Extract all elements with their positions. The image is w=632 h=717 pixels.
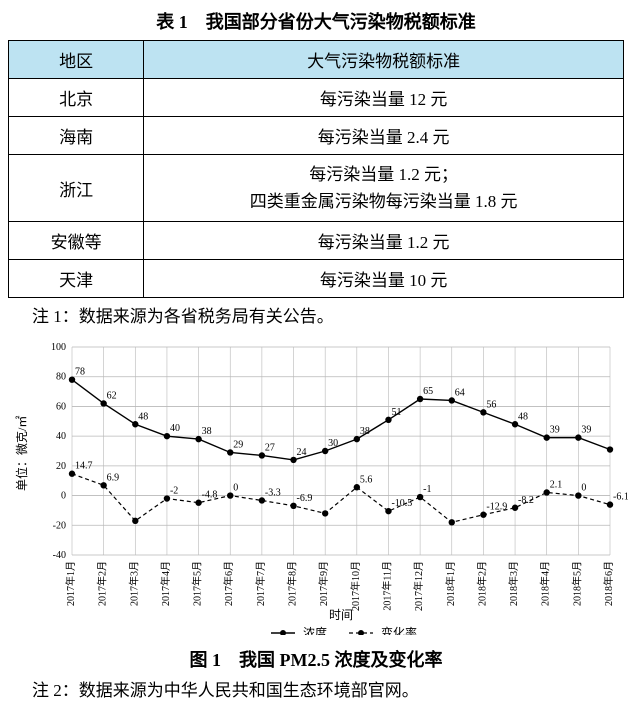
svg-text:-10.5: -10.5: [391, 499, 412, 510]
tax-table: 地区 大气污染物税额标准 北京每污染当量 12 元海南每污染当量 2.4 元浙江…: [8, 40, 624, 298]
table-row: 天津每污染当量 10 元: [9, 260, 624, 298]
table-row: 北京每污染当量 12 元: [9, 79, 624, 117]
svg-text:2017年6月: 2017年6月: [222, 561, 235, 606]
svg-text:2017年9月: 2017年9月: [317, 561, 330, 606]
note-2: 注 2：数据来源为中华人民共和国生态环境部官网。: [8, 676, 624, 701]
svg-text:48: 48: [518, 412, 528, 423]
svg-text:-4.8: -4.8: [202, 490, 218, 501]
svg-text:48: 48: [138, 412, 148, 423]
cell-region: 浙江: [9, 155, 144, 222]
svg-text:40: 40: [170, 424, 180, 435]
table-row: 安徽等每污染当量 1.2 元: [9, 222, 624, 260]
svg-text:2018年2月: 2018年2月: [475, 561, 488, 606]
svg-text:浓度: 浓度: [303, 625, 327, 635]
svg-text:24: 24: [297, 447, 307, 458]
svg-text:-2: -2: [170, 486, 178, 497]
svg-text:2.1: 2.1: [550, 480, 563, 491]
svg-text:2017年8月: 2017年8月: [286, 561, 299, 606]
svg-text:62: 62: [107, 391, 117, 402]
svg-text:变化率: 变化率: [381, 625, 417, 635]
cell-region: 海南: [9, 117, 144, 155]
svg-text:64: 64: [455, 388, 465, 399]
table-row: 浙江每污染当量 1.2 元；四类重金属污染物每污染当量 1.8 元: [9, 155, 624, 222]
svg-text:65: 65: [423, 386, 433, 397]
svg-text:2017年2月: 2017年2月: [96, 561, 109, 606]
svg-text:0: 0: [233, 483, 238, 494]
cell-standard: 每污染当量 12 元: [144, 79, 624, 117]
figure-title: 图 1 我国 PM2.5 浓度及变化率: [8, 646, 624, 672]
svg-text:78: 78: [75, 367, 85, 378]
cell-standard: 每污染当量 2.4 元: [144, 117, 624, 155]
svg-text:2017年7月: 2017年7月: [254, 561, 267, 606]
col-header-region: 地区: [9, 41, 144, 79]
svg-text:2017年11月: 2017年11月: [380, 561, 393, 611]
svg-text:0: 0: [581, 483, 586, 494]
table-row: 海南每污染当量 2.4 元: [9, 117, 624, 155]
svg-text:80: 80: [56, 372, 66, 383]
svg-text:-8.2: -8.2: [518, 495, 534, 506]
svg-text:40: 40: [56, 432, 66, 443]
cell-standard: 每污染当量 10 元: [144, 260, 624, 298]
svg-text:时间: 时间: [329, 608, 353, 622]
svg-text:-6.9: -6.9: [297, 493, 313, 504]
cell-standard: 每污染当量 1.2 元；四类重金属污染物每污染当量 1.8 元: [144, 155, 624, 222]
svg-text:2017年3月: 2017年3月: [127, 561, 140, 606]
col-header-standard: 大气污染物税额标准: [144, 41, 624, 79]
svg-text:-40: -40: [53, 550, 66, 561]
svg-text:60: 60: [56, 402, 66, 413]
svg-text:56: 56: [486, 400, 496, 411]
svg-text:14.7: 14.7: [75, 461, 93, 472]
svg-text:2017年10月: 2017年10月: [349, 561, 362, 611]
svg-text:38: 38: [202, 426, 212, 437]
svg-text:2018年3月: 2018年3月: [507, 561, 520, 606]
svg-text:20: 20: [56, 461, 66, 472]
svg-text:-6.1: -6.1: [613, 492, 628, 503]
svg-text:6.9: 6.9: [107, 473, 120, 484]
svg-text:38: 38: [360, 426, 370, 437]
svg-text:51: 51: [391, 407, 401, 418]
svg-text:-1: -1: [423, 484, 431, 495]
svg-text:0: 0: [61, 491, 66, 502]
svg-text:27: 27: [265, 443, 275, 454]
svg-text:29: 29: [233, 440, 243, 451]
svg-text:2018年4月: 2018年4月: [539, 561, 552, 606]
svg-text:-20: -20: [53, 521, 66, 532]
svg-text:39: 39: [550, 425, 560, 436]
cell-region: 北京: [9, 79, 144, 117]
svg-text:2017年1月: 2017年1月: [64, 561, 77, 606]
svg-text:2017年4月: 2017年4月: [159, 561, 172, 606]
svg-text:30: 30: [328, 438, 338, 449]
cell-standard: 每污染当量 1.2 元: [144, 222, 624, 260]
svg-text:单位：微克/㎡: 单位：微克/㎡: [14, 416, 29, 491]
table-title: 表 1 我国部分省份大气污染物税额标准: [8, 8, 624, 34]
pm25-chart: -40-200204060801002017年1月2017年2月2017年3月2…: [8, 335, 624, 640]
svg-text:100: 100: [51, 342, 66, 353]
svg-text:-3.3: -3.3: [265, 488, 281, 499]
svg-text:2017年12月: 2017年12月: [412, 561, 425, 611]
svg-text:39: 39: [581, 425, 591, 436]
svg-text:2018年1月: 2018年1月: [444, 561, 457, 606]
svg-text:2017年5月: 2017年5月: [191, 561, 204, 606]
svg-text:-12.9: -12.9: [486, 502, 507, 513]
cell-region: 安徽等: [9, 222, 144, 260]
svg-text:2018年5月: 2018年5月: [570, 561, 583, 606]
table-header-row: 地区 大气污染物税额标准: [9, 41, 624, 79]
cell-region: 天津: [9, 260, 144, 298]
note-1: 注 1：数据来源为各省税务局有关公告。: [8, 302, 624, 327]
svg-text:5.6: 5.6: [360, 475, 373, 486]
svg-text:2018年6月: 2018年6月: [602, 561, 615, 606]
